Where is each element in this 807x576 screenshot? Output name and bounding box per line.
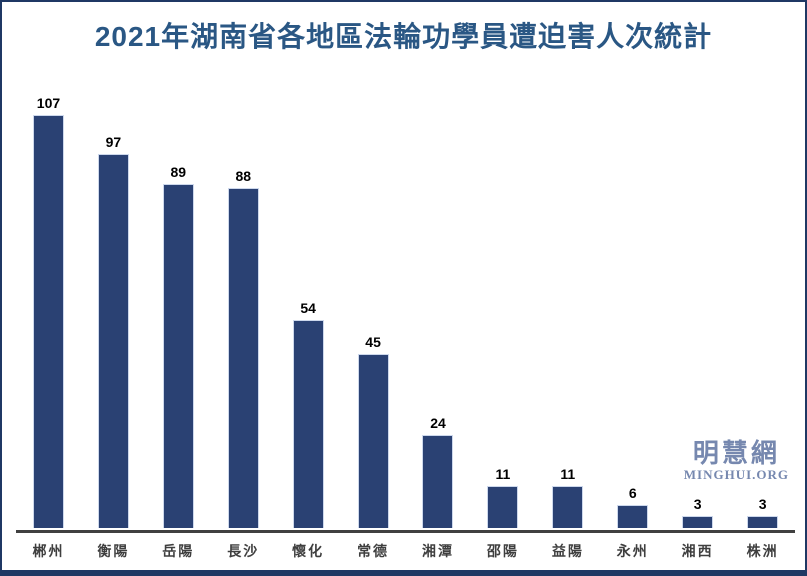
bar	[357, 354, 389, 528]
category-label: 長沙	[227, 543, 260, 559]
bar-column: 11	[470, 466, 535, 528]
bar-column: 97	[81, 134, 146, 528]
minghui-logo-en: MINGHUI.ORG	[683, 466, 789, 482]
bar-column: 45	[341, 334, 406, 528]
bar-column: 89	[146, 164, 211, 528]
bar-column: 88	[211, 168, 276, 528]
bar-value-label: 107	[36, 95, 61, 111]
category-label: 益陽	[551, 543, 584, 559]
bar	[552, 486, 584, 528]
category-label: 株洲	[746, 543, 779, 559]
category-label: 永州	[616, 543, 649, 559]
bar	[617, 505, 649, 528]
plot-area: 107 97 89 88 54 45 24 11 11 6 3 3	[16, 95, 795, 528]
bar	[162, 184, 194, 528]
bar-column: 3	[665, 496, 730, 528]
category-label: 懷化	[292, 543, 325, 559]
minghui-watermark: 明慧網 MINGHUI.ORG	[684, 439, 789, 482]
bar-column: 54	[276, 300, 341, 528]
bar-column: 24	[406, 415, 471, 528]
bar-column: 11	[535, 466, 600, 528]
category-label: 湘西	[681, 543, 714, 559]
x-axis-line	[16, 530, 795, 533]
bar-column: 6	[600, 485, 665, 528]
bar	[747, 516, 779, 528]
bar	[97, 154, 129, 528]
bar-column: 3	[730, 496, 795, 528]
bar	[487, 486, 519, 528]
bar	[422, 435, 454, 528]
category-axis-labels: 郴州 衡陽 岳陽 長沙 懷化 常德 湘潭 邵陽 益陽 永州 湘西 株洲	[16, 541, 795, 561]
chart-title: 2021年湖南省各地區法輪功學員遭迫害人次統計	[94, 21, 713, 52]
category-label: 岳陽	[162, 543, 195, 559]
bar-value-label: 89	[170, 164, 187, 180]
category-label: 邵陽	[486, 543, 519, 559]
category-label: 衡陽	[97, 543, 130, 559]
bar-value-label: 6	[628, 485, 637, 501]
bar-value-label: 11	[560, 466, 576, 482]
category-label: 郴州	[32, 543, 65, 559]
bottom-border-band	[2, 570, 805, 576]
bar-value-label: 3	[758, 496, 767, 512]
bar-value-label: 97	[105, 134, 122, 150]
category-label: 常德	[357, 543, 390, 559]
bar-value-label: 11	[495, 466, 511, 482]
bar-value-label: 54	[300, 300, 316, 316]
minghui-logo-cn: 明慧網	[692, 438, 780, 468]
category-label: 湘潭	[421, 543, 454, 559]
bar-column: 107	[16, 95, 81, 528]
bar	[292, 320, 324, 528]
bar	[32, 115, 64, 528]
bar	[682, 516, 714, 528]
bar-value-label: 88	[235, 168, 252, 184]
bar-value-label: 45	[365, 334, 381, 350]
bar-value-label: 3	[693, 496, 702, 512]
bar-value-label: 24	[430, 415, 446, 431]
bar	[227, 188, 259, 528]
